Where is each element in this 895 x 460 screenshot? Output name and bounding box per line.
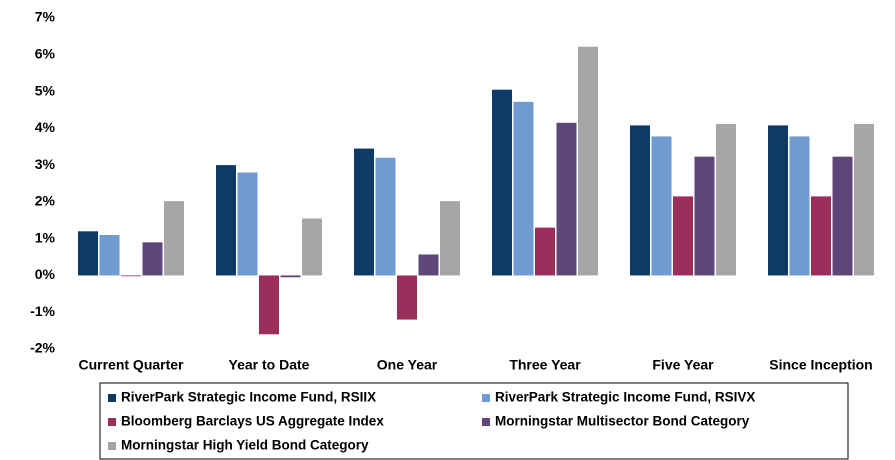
- bar: [354, 148, 374, 276]
- bar: [811, 196, 831, 276]
- y-tick-label: -1%: [30, 303, 55, 319]
- y-tick-label: 0%: [35, 266, 56, 282]
- x-tick-label: Current Quarter: [78, 357, 184, 373]
- bar: [99, 234, 120, 276]
- legend-swatch: [108, 394, 116, 402]
- bar: [237, 172, 258, 276]
- bar: [280, 275, 301, 278]
- x-tick-label: Since Inception: [769, 357, 872, 373]
- y-tick-label: 2%: [35, 193, 56, 209]
- legend-label: Bloomberg Barclays US Aggregate Index: [121, 414, 384, 429]
- bar: [578, 46, 598, 276]
- bar: [397, 275, 417, 320]
- bar: [716, 123, 736, 276]
- bar: [651, 136, 672, 276]
- bar: [832, 156, 853, 276]
- bar: [556, 122, 577, 276]
- bar: [630, 125, 650, 276]
- y-tick-label: 4%: [35, 119, 56, 135]
- bar: [418, 254, 439, 276]
- legend-label: Morningstar High Yield Bond Category: [121, 438, 369, 453]
- legend-label: RiverPark Strategic Income Fund, RSIVX: [495, 390, 755, 405]
- legend-swatch: [482, 418, 490, 426]
- bar: [673, 196, 693, 276]
- y-tick-label: 6%: [35, 45, 56, 61]
- bar: [78, 231, 98, 276]
- y-tick-label: 1%: [35, 229, 56, 245]
- bar: [768, 125, 788, 276]
- x-tick-label: Three Year: [509, 357, 581, 373]
- bar: [121, 275, 141, 277]
- bar: [513, 101, 534, 276]
- bar: [492, 89, 512, 276]
- x-tick-label: Five Year: [652, 357, 714, 373]
- bar: [142, 242, 163, 276]
- bar: [854, 123, 874, 276]
- bar: [789, 136, 810, 276]
- bar: [259, 275, 279, 335]
- x-tick-label: Year to Date: [229, 357, 310, 373]
- legend-swatch: [108, 442, 116, 450]
- bar: [694, 156, 715, 276]
- bar: [216, 165, 236, 276]
- bar: [535, 227, 555, 276]
- y-tick-label: 7%: [35, 9, 56, 25]
- legend-label: RiverPark Strategic Income Fund, RSIIX: [121, 390, 376, 405]
- legend-swatch: [482, 394, 490, 402]
- x-tick-label: One Year: [377, 357, 438, 373]
- y-tick-label: 5%: [35, 82, 56, 98]
- legend-label: Morningstar Multisector Bond Category: [495, 414, 750, 429]
- legend-swatch: [108, 418, 116, 426]
- legend-box: [99, 382, 849, 460]
- bar: [440, 201, 460, 276]
- bar: [302, 218, 322, 276]
- y-tick-label: -2%: [30, 340, 55, 356]
- bar: [375, 157, 396, 276]
- bar: [164, 201, 184, 276]
- y-tick-label: 3%: [35, 156, 56, 172]
